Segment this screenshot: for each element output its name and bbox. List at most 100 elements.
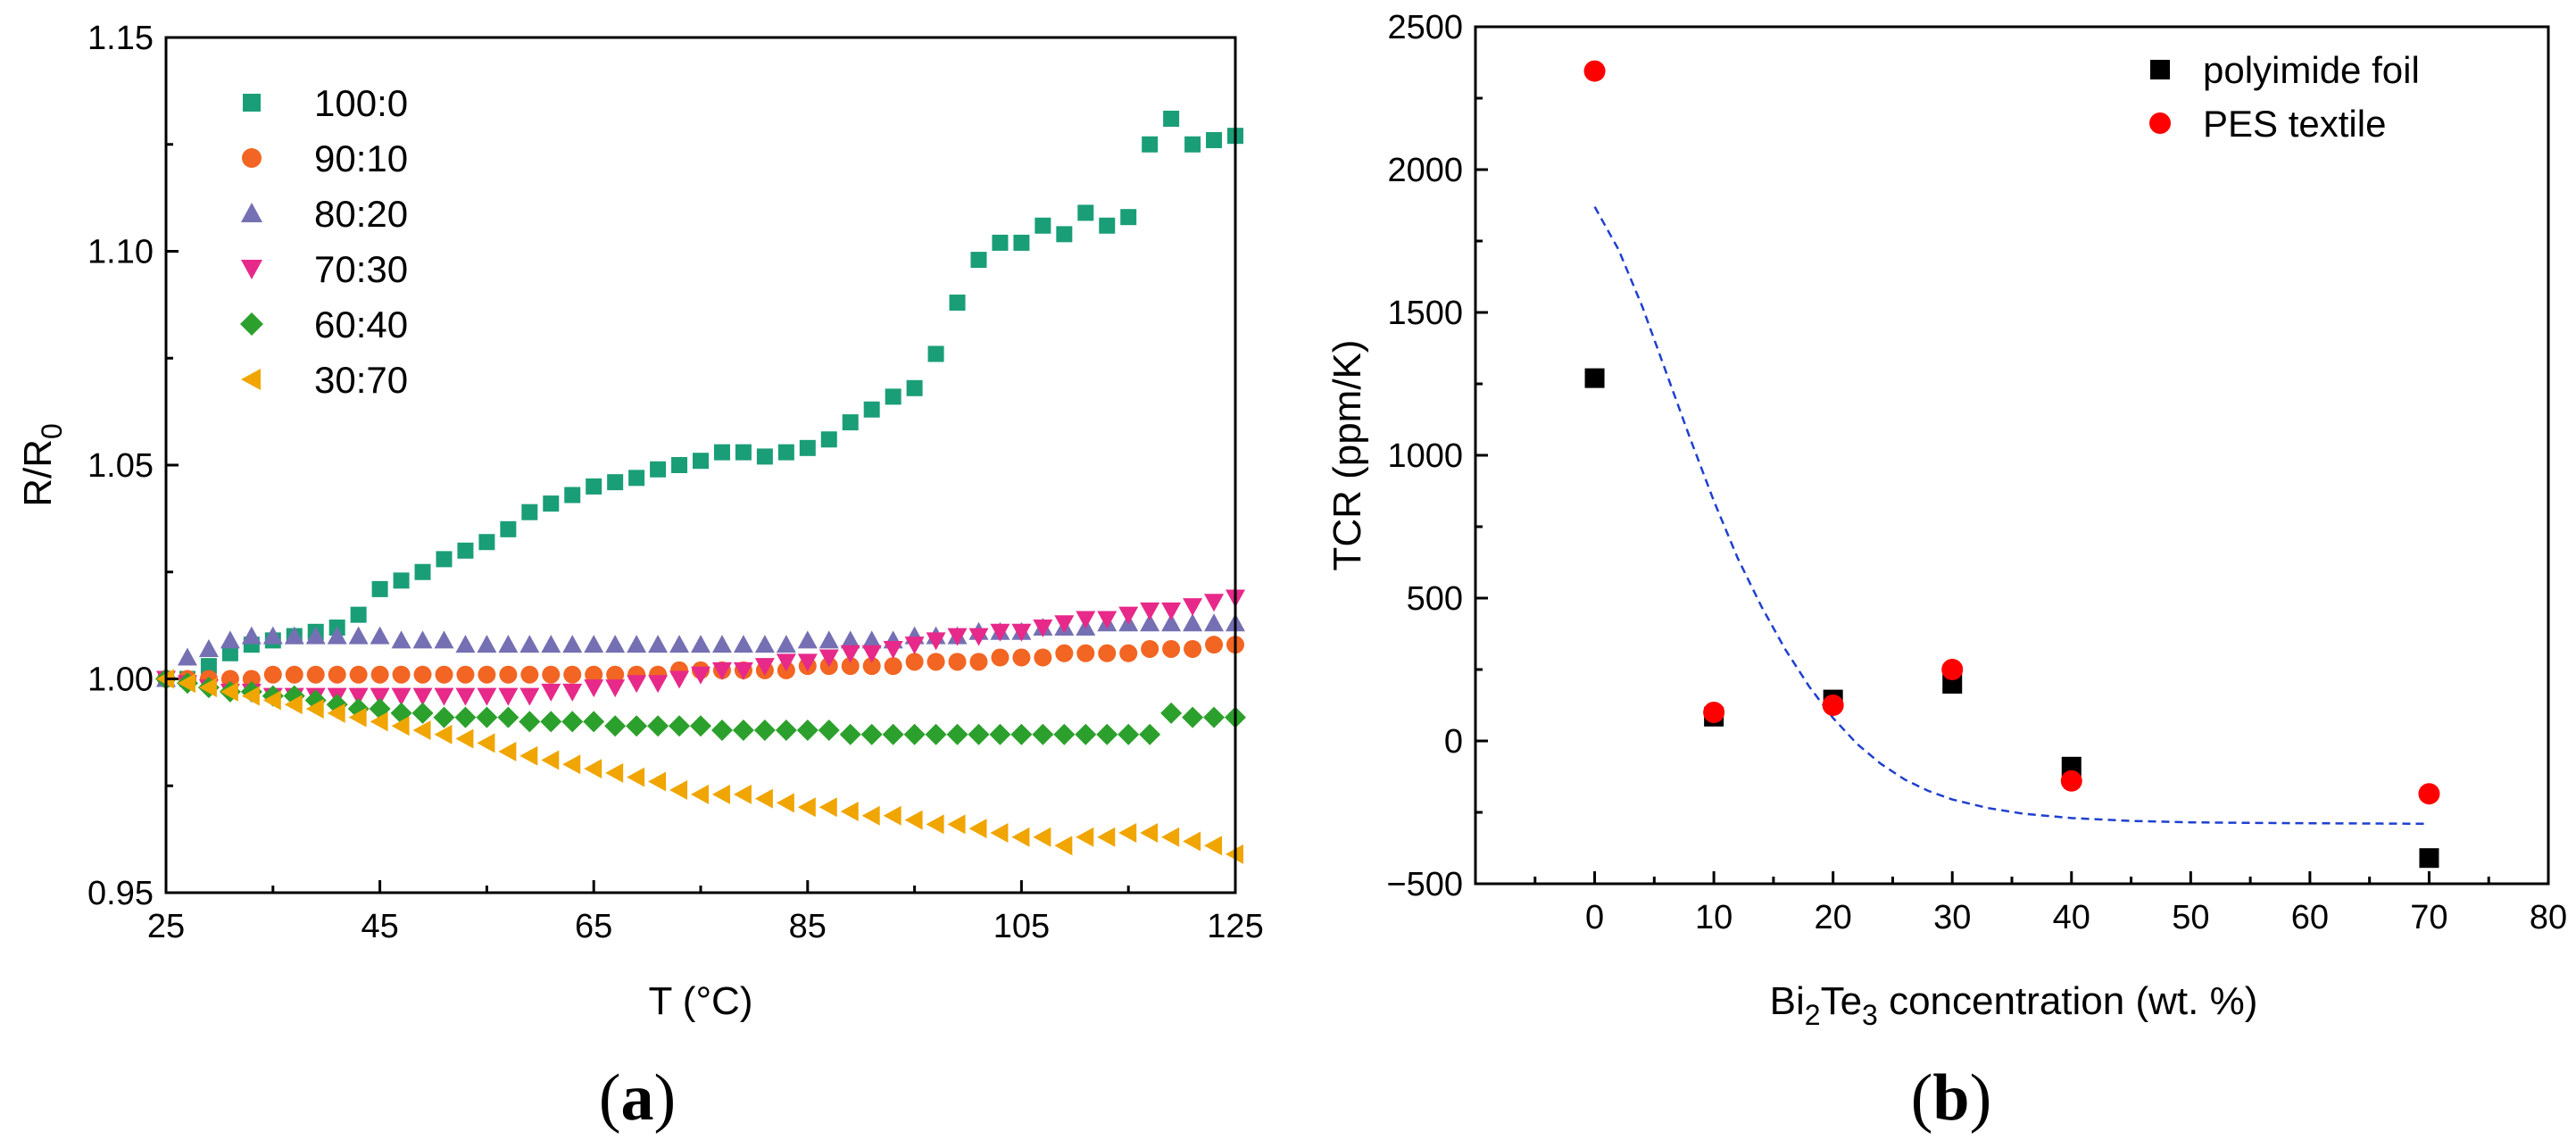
y-tick-label: 0.95: [87, 875, 154, 912]
data-point: [884, 657, 902, 676]
panel-b-x-axis-title: Bi2Te3 concentration (wt. %): [1770, 979, 2258, 1031]
legend-marker: [2150, 60, 2170, 79]
data-point: [1822, 695, 1844, 716]
data-point: [820, 431, 837, 448]
data-point: [2419, 848, 2439, 869]
data-point: [861, 805, 880, 826]
data-point: [1140, 613, 1160, 632]
y-tick-label: 500: [1407, 580, 1463, 618]
data-point: [521, 503, 538, 520]
panel-a-marks: [155, 111, 1246, 864]
data-point: [754, 635, 775, 653]
data-point: [241, 686, 260, 706]
data-point: [1076, 644, 1095, 662]
x-tick-label: 60: [2291, 899, 2329, 936]
data-point: [861, 630, 882, 649]
x-tick-label: 50: [2172, 899, 2209, 936]
data-point: [200, 658, 217, 675]
x-tick-label: 45: [361, 908, 398, 945]
data-point: [1583, 60, 1606, 82]
panel-b-marks: [1583, 60, 2440, 869]
data-point: [220, 630, 240, 649]
legend-item: 70:30: [241, 248, 408, 290]
data-point: [263, 665, 282, 684]
data-point: [436, 551, 453, 568]
x-tick-label: 80: [2530, 899, 2567, 936]
data-point: [605, 762, 624, 783]
data-point: [586, 478, 602, 495]
data-point: [1099, 217, 1116, 234]
data-point: [754, 788, 773, 809]
data-point: [1941, 659, 1964, 680]
series-90-10-markers: [157, 636, 1244, 688]
legend-item: 30:70: [241, 359, 408, 401]
legend-label: 90:10: [314, 137, 408, 179]
data-point: [648, 635, 669, 653]
data-point: [435, 665, 453, 684]
data-point: [1118, 723, 1140, 745]
data-point: [585, 665, 603, 684]
data-point: [627, 635, 647, 653]
data-point: [519, 745, 538, 766]
data-point: [1184, 639, 1202, 658]
data-point: [691, 635, 710, 653]
data-point: [1205, 636, 1224, 654]
data-point: [842, 414, 859, 431]
data-point: [500, 520, 517, 537]
x-tick-label: 85: [789, 908, 827, 945]
y-tick-label: 2500: [1387, 9, 1463, 46]
panel-a-axes: 25 45 65 85 105 125 0.95 1.00 1.05 1.10 1.15: [87, 20, 1264, 945]
data-point: [541, 683, 561, 702]
data-point: [927, 345, 944, 362]
data-point: [455, 635, 476, 653]
data-point: [1033, 620, 1053, 638]
data-point: [776, 653, 796, 672]
data-point: [1076, 611, 1096, 629]
data-point: [1032, 723, 1054, 745]
data-point: [1035, 217, 1051, 234]
data-point: [627, 767, 645, 787]
data-point: [348, 626, 369, 645]
data-point: [903, 723, 926, 745]
legend-marker: [241, 369, 261, 390]
legend-label: PES textile: [2203, 103, 2386, 145]
panel-b-label: (b): [1911, 1061, 1991, 1135]
data-point: [905, 653, 924, 671]
data-point: [797, 797, 816, 818]
data-point: [433, 706, 455, 728]
data-point: [691, 784, 709, 804]
x-tick-label: 10: [1695, 899, 1733, 936]
x-tick-label: 105: [993, 908, 1050, 945]
data-point: [327, 626, 347, 645]
data-point: [1182, 706, 1204, 728]
data-point: [799, 439, 816, 456]
data-point: [1140, 822, 1159, 843]
data-point: [177, 647, 197, 666]
data-point: [819, 630, 839, 649]
data-point: [1056, 226, 1073, 243]
data-point: [796, 719, 819, 741]
data-point: [1703, 702, 1725, 723]
data-point: [348, 707, 367, 728]
data-point: [947, 814, 966, 835]
data-point: [1161, 827, 1180, 847]
data-point: [647, 715, 669, 737]
data-point: [305, 699, 324, 720]
data-point: [1163, 111, 1180, 128]
data-point: [327, 703, 345, 723]
data-point: [949, 294, 966, 311]
data-point: [262, 690, 281, 711]
data-point: [562, 635, 583, 653]
panel-b-y-axis-title: TCR (ppm/K): [1325, 339, 1369, 570]
data-point: [735, 444, 752, 461]
data-point: [604, 715, 627, 737]
data-point: [1204, 594, 1225, 612]
data-point: [1013, 234, 1030, 251]
data-point: [818, 719, 840, 741]
data-point: [1204, 836, 1223, 856]
data-point: [756, 448, 773, 465]
data-point: [1053, 723, 1076, 745]
data-point: [370, 711, 388, 732]
data-point: [305, 626, 326, 645]
legend-marker: [241, 203, 262, 222]
